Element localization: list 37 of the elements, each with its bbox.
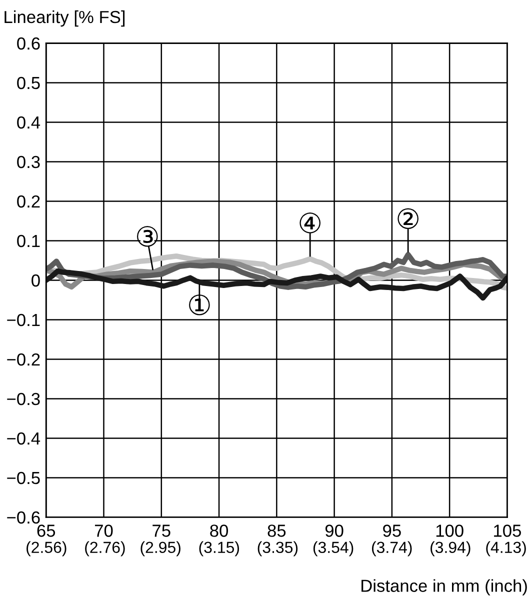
x-tick-label: 105	[494, 524, 521, 537]
x2-tick-label: (3.15)	[199, 541, 240, 556]
y-tick-label: 0.1	[17, 234, 40, 248]
annotation: ④	[300, 212, 320, 234]
x2-tick-label: (2.76)	[85, 541, 125, 556]
x2-tick-label: (3.94)	[430, 541, 470, 556]
y-tick-label: −0.4	[7, 432, 40, 445]
x-tick-label: 70	[94, 524, 113, 537]
y-tick-label: −0.1	[7, 314, 40, 326]
x2-tick-label: (3.74)	[372, 541, 412, 556]
x-axis-title: Distance in mm (inch)	[362, 579, 527, 596]
annotation: ③	[136, 226, 158, 247]
x-tick-label: 90	[325, 524, 344, 537]
y-tick-label: 0.3	[17, 156, 40, 168]
y-tick-label: −0.6	[7, 511, 40, 524]
y-tick-label: 0.4	[17, 116, 40, 129]
x-tick-label: 85	[268, 524, 286, 537]
x2-tick-label: (2.95)	[140, 541, 180, 556]
annotation: ①	[189, 294, 210, 316]
x2-tick-label: (2.56)	[26, 541, 66, 556]
y-tick-label: −0.3	[7, 392, 40, 406]
x-tick-label: 75	[152, 524, 170, 537]
x2-tick-label: (3.35)	[258, 541, 298, 556]
y-tick-label: 0	[32, 274, 40, 287]
y-tick-label: 0.5	[17, 76, 40, 90]
x-tick-label: 65	[37, 524, 56, 537]
y-tick-label: 0.2	[17, 195, 40, 208]
y-tick-label: −0.5	[7, 472, 40, 484]
x2-tick-label: (3.54)	[313, 541, 354, 556]
y-tick-label: −0.2	[7, 353, 40, 366]
annotation: ②	[398, 208, 418, 229]
y-axis-title: Linearity [% FS]	[4, 10, 125, 27]
x2-tick-label: (4.13)	[486, 541, 526, 556]
x-tick-label: 100	[436, 524, 464, 537]
x-tick-label: 80	[210, 524, 228, 537]
y-tick-label: 0.6	[17, 37, 40, 50]
x-tick-label: 95	[383, 524, 401, 537]
